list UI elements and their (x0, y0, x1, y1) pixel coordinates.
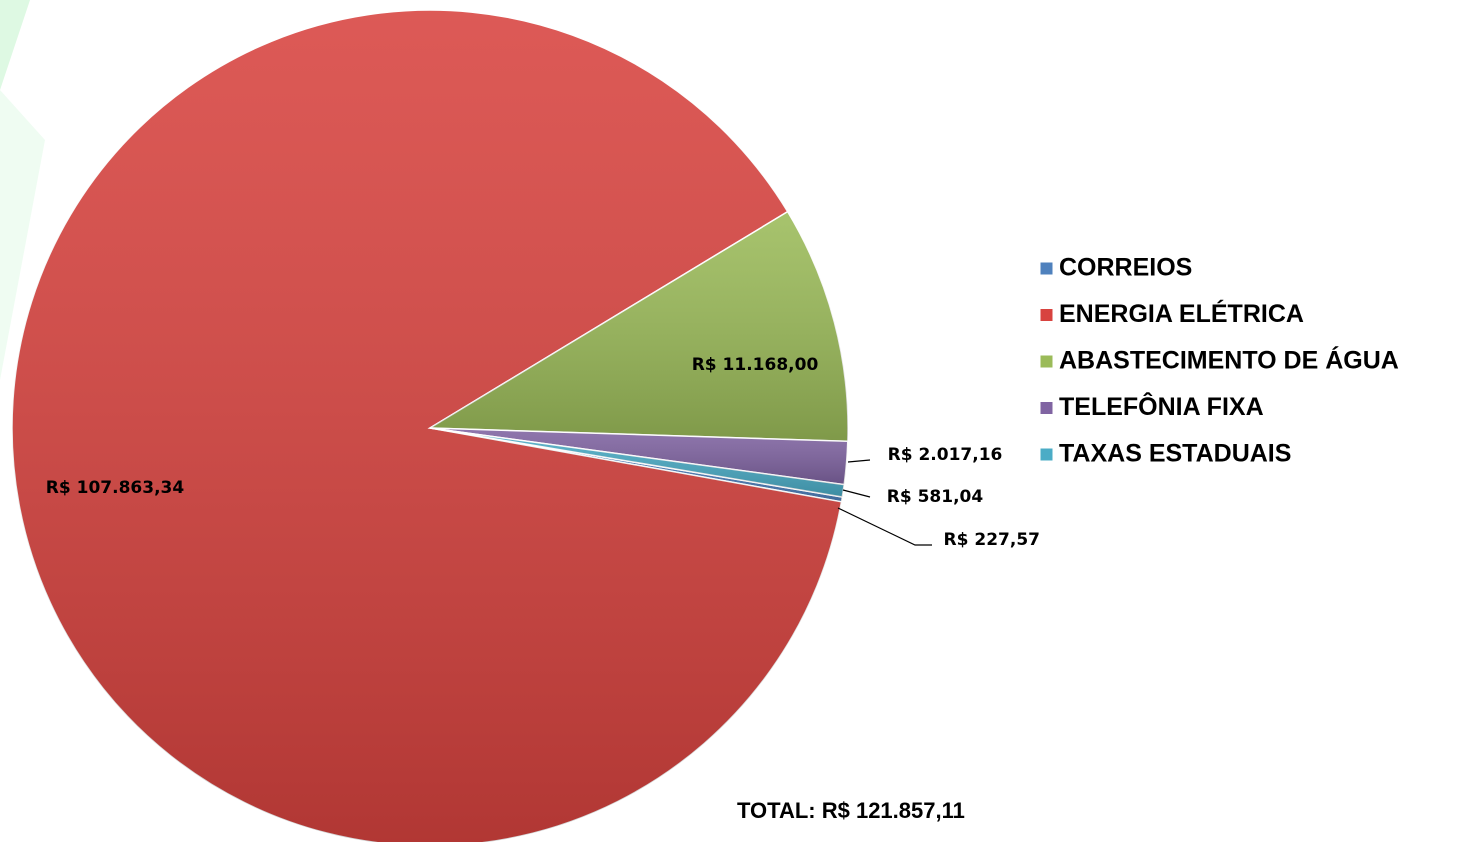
pie (11, 9, 849, 842)
legend-swatch (1039, 261, 1054, 276)
value-label: R$ 581,04 (887, 487, 984, 507)
slice-shade (430, 428, 845, 497)
leader-line (847, 459, 871, 463)
leader-line (837, 507, 932, 546)
legend-swatch (1039, 308, 1054, 322)
slice-shade (12, 10, 842, 842)
legend-label: TELEFÔNIA FIXA (1059, 391, 1264, 421)
legend-label: ENERGIA ELÉTRICA (1059, 299, 1304, 328)
legend-label: TAXAS ESTADUAIS (1059, 440, 1291, 468)
value-label: R$ 107.863,34 (46, 478, 185, 498)
background-shape (0, 0, 30, 90)
legend-label: CORREIOS (1059, 254, 1192, 282)
value-label: R$ 227,57 (944, 530, 1040, 550)
legend-swatch (1039, 447, 1054, 462)
background-shape (0, 90, 45, 380)
value-label: R$ 2.017,16 (888, 445, 1003, 465)
value-label: R$ 11.168,00 (692, 355, 819, 375)
legend-label: ABASTECIMENTO DE ÁGUA (1059, 346, 1399, 375)
total-annotation: TOTAL: R$ 121.857,11 (737, 798, 965, 823)
legend-swatch (1039, 354, 1054, 369)
leader-line (842, 489, 871, 498)
slice-shade (430, 211, 848, 442)
legend-swatch (1039, 401, 1054, 415)
